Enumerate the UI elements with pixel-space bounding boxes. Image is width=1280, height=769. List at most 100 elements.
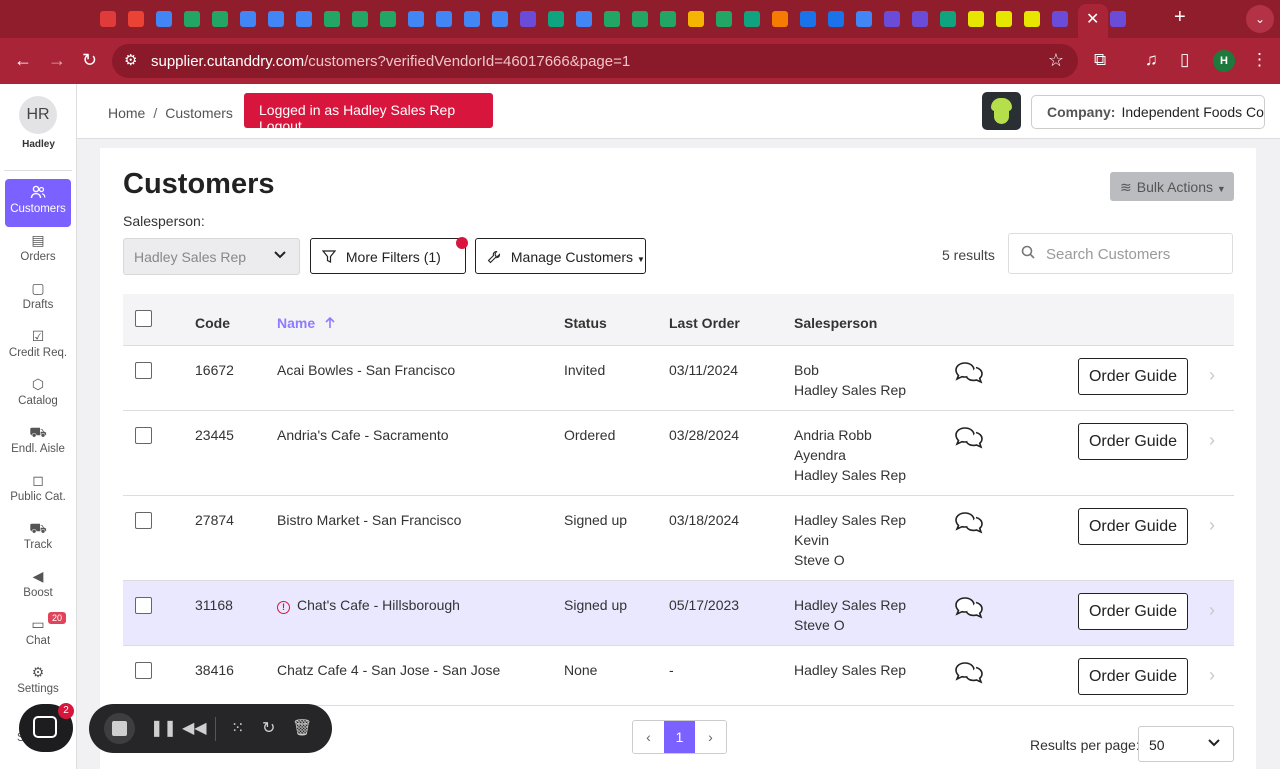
tab-favicon-icon[interactable]	[520, 11, 536, 27]
column-status[interactable]: Status	[564, 315, 607, 331]
restart-icon[interactable]: ↻	[262, 720, 276, 737]
tab-favicon-icon[interactable]	[184, 11, 200, 27]
tab-favicon-icon[interactable]	[268, 11, 284, 27]
logout-link[interactable]: Logout	[259, 118, 302, 134]
sidebar-item-catalog[interactable]: ⬡ Catalog	[5, 371, 71, 419]
bulk-actions-button[interactable]: ≋ Bulk Actions ▼	[1110, 172, 1234, 201]
salesperson-select[interactable]: Hadley Sales Rep	[123, 238, 300, 275]
media-controls-icon[interactable]: ♫	[1145, 50, 1158, 69]
order-guide-button[interactable]: Order Guide	[1078, 658, 1188, 695]
previous-page-icon[interactable]: ‹	[633, 721, 664, 753]
column-code[interactable]: Code	[195, 315, 230, 331]
sidebar-item-drafts[interactable]: ▢ Drafts	[5, 275, 71, 323]
chat-icon[interactable]	[953, 510, 985, 539]
tab-favicon-icon[interactable]	[604, 11, 620, 27]
extensions-icon[interactable]: ⧉	[1094, 50, 1107, 69]
pause-icon[interactable]: ❚❚	[150, 720, 177, 737]
tab-favicon-icon[interactable]	[492, 11, 508, 27]
tab-favicon-icon[interactable]	[1052, 11, 1068, 27]
browser-menu-icon[interactable]: ⋮	[1251, 50, 1268, 69]
chat-icon[interactable]	[953, 360, 985, 389]
chef-logo-icon[interactable]	[982, 92, 1021, 130]
tab-favicon-icon[interactable]	[632, 11, 648, 27]
row-checkbox[interactable]	[135, 512, 152, 529]
tab-favicon-icon[interactable]	[744, 11, 760, 27]
tab-favicon-icon[interactable]	[940, 11, 956, 27]
chevron-right-icon[interactable]: ›	[1209, 365, 1215, 385]
chat-icon[interactable]	[953, 660, 985, 689]
chat-icon[interactable]	[953, 595, 985, 624]
chat-icon[interactable]	[953, 425, 985, 454]
breadcrumb-home[interactable]: Home	[108, 105, 146, 121]
close-tab-icon[interactable]: ✕	[1086, 11, 1100, 28]
column-salesperson[interactable]: Salesperson	[794, 315, 878, 331]
manage-customers-button[interactable]: Manage Customers ▼	[475, 238, 646, 274]
tab-favicon-icon[interactable]	[548, 11, 564, 27]
sidebar-item-boost[interactable]: ◀ Boost	[5, 563, 71, 611]
table-row[interactable]: 16672 Acai Bowles - San Francisco Invited 0…	[123, 346, 1234, 411]
reload-icon[interactable]: ↻	[82, 50, 98, 70]
tab-favicon-icon[interactable]	[828, 11, 844, 27]
tab-favicon-icon[interactable]	[408, 11, 424, 27]
tab-favicon-icon[interactable]	[1110, 11, 1126, 27]
chevron-right-icon[interactable]: ›	[1209, 430, 1215, 450]
table-row[interactable]: 31168 ! Chat's Cafe - Hillsborough Signed u…	[123, 581, 1234, 646]
table-row[interactable]: 23445 Andria's Cafe - Sacramento Ordered 03…	[123, 411, 1234, 496]
tab-favicon-icon[interactable]	[128, 11, 144, 27]
order-guide-button[interactable]: Order Guide	[1078, 358, 1188, 395]
tab-favicon-icon[interactable]	[800, 11, 816, 27]
column-last-order[interactable]: Last Order	[669, 315, 740, 331]
tab-favicon-icon[interactable]	[352, 11, 368, 27]
sidebar-item-settings[interactable]: ⚙ Settings	[5, 659, 71, 707]
tab-favicon-icon[interactable]	[436, 11, 452, 27]
tab-search-icon[interactable]: ⌄	[1246, 5, 1274, 33]
new-tab-icon[interactable]: +	[1174, 6, 1186, 28]
results-per-page-select[interactable]: 50	[1138, 726, 1234, 762]
more-filters-button[interactable]: More Filters (1)	[310, 238, 466, 274]
tab-favicon-icon[interactable]	[324, 11, 340, 27]
tab-favicon-icon[interactable]	[464, 11, 480, 27]
tab-favicon-icon[interactable]	[688, 11, 704, 27]
order-guide-button[interactable]: Order Guide	[1078, 508, 1188, 545]
support-chat-widget[interactable]: 2	[19, 703, 74, 752]
search-input[interactable]: Search Customers	[1008, 233, 1233, 274]
stop-recording-button[interactable]	[104, 713, 135, 744]
rewind-icon[interactable]: ◀◀	[182, 720, 207, 737]
sidebar-item-customers[interactable]: Customers	[5, 179, 71, 227]
site-info-icon[interactable]: ⚙	[124, 52, 138, 69]
tab-favicon-icon[interactable]	[296, 11, 312, 27]
chevron-right-icon[interactable]: ›	[1209, 665, 1215, 685]
back-icon[interactable]: ←	[14, 50, 32, 70]
trash-icon[interactable]: 🗑	[292, 720, 313, 737]
customer-name[interactable]: ! Chat's Cafe - Hillsborough	[277, 595, 460, 615]
order-guide-button[interactable]: Order Guide	[1078, 593, 1188, 630]
tab-favicon-icon[interactable]	[240, 11, 256, 27]
sidebar-item-public-catalog[interactable]: ◻ Public Cat.	[5, 467, 71, 515]
chevron-right-icon[interactable]: ›	[1209, 515, 1215, 535]
tab-favicon-icon[interactable]	[1024, 11, 1040, 27]
bookmark-star-icon[interactable]: ☆	[1047, 50, 1064, 70]
tab-favicon-icon[interactable]	[380, 11, 396, 27]
customer-name[interactable]: Chatz Cafe 4 - San Jose - San Jose	[277, 662, 501, 678]
tab-favicon-icon[interactable]	[968, 11, 984, 27]
column-name[interactable]: Name	[277, 315, 336, 331]
tab-favicon-icon[interactable]	[212, 11, 228, 27]
sidebar-item-orders[interactable]: ▤ Orders	[5, 227, 71, 275]
sidebar-item-credit-req[interactable]: ☑ Credit Req.	[5, 323, 71, 371]
avatar[interactable]: HR	[19, 96, 57, 134]
sidebar-item-track[interactable]: ⛟ Track	[5, 515, 71, 563]
chevron-right-icon[interactable]: ›	[1209, 600, 1215, 620]
grid-icon[interactable]: ⁙	[231, 720, 245, 737]
table-row[interactable]: 27874 Bistro Market - San Francisco Signed…	[123, 496, 1234, 581]
row-checkbox[interactable]	[135, 662, 152, 679]
customer-name[interactable]: Andria's Cafe - Sacramento	[277, 427, 449, 443]
address-bar[interactable]: ⚙ supplier.cutanddry.com/customers?verif…	[112, 44, 1078, 78]
row-checkbox[interactable]	[135, 362, 152, 379]
row-checkbox[interactable]	[135, 597, 152, 614]
next-page-icon[interactable]: ›	[695, 721, 726, 753]
page-button[interactable]: 1	[664, 721, 695, 753]
tab-favicon-icon[interactable]	[100, 11, 116, 27]
order-guide-button[interactable]: Order Guide	[1078, 423, 1188, 460]
customer-name[interactable]: Acai Bowles - San Francisco	[277, 362, 456, 378]
profile-avatar[interactable]: H	[1213, 50, 1235, 72]
